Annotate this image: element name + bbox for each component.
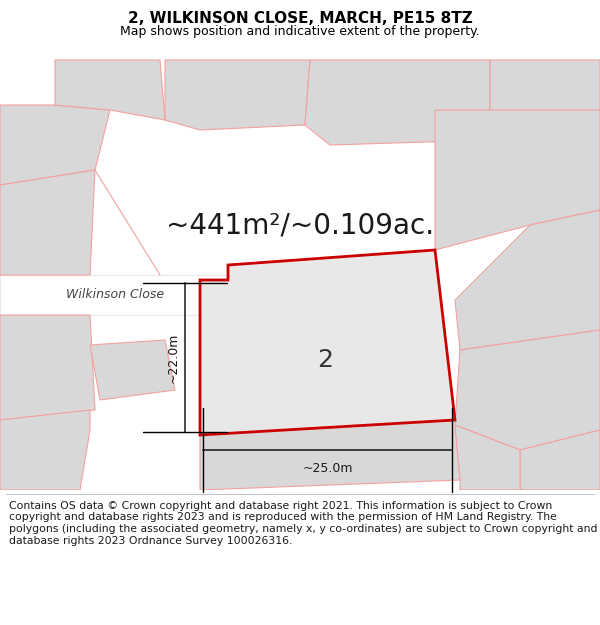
Polygon shape [435, 110, 600, 250]
Polygon shape [200, 250, 455, 435]
Polygon shape [455, 330, 600, 450]
Text: Map shows position and indicative extent of the property.: Map shows position and indicative extent… [120, 24, 480, 38]
Polygon shape [0, 105, 110, 185]
Text: ~441m²/~0.109ac.: ~441m²/~0.109ac. [166, 211, 434, 239]
Text: Contains OS data © Crown copyright and database right 2021. This information is : Contains OS data © Crown copyright and d… [9, 501, 598, 546]
Polygon shape [520, 430, 600, 490]
Text: Wilkinson Close: Wilkinson Close [66, 289, 164, 301]
Polygon shape [0, 410, 90, 490]
Polygon shape [0, 275, 270, 315]
Text: 2, WILKINSON CLOSE, MARCH, PE15 8TZ: 2, WILKINSON CLOSE, MARCH, PE15 8TZ [128, 11, 472, 26]
Polygon shape [165, 60, 310, 130]
Polygon shape [55, 60, 165, 120]
Text: 2: 2 [317, 348, 333, 372]
Polygon shape [455, 425, 520, 490]
Polygon shape [0, 315, 95, 420]
Text: ~22.0m: ~22.0m [167, 332, 180, 382]
Polygon shape [200, 420, 460, 490]
Polygon shape [0, 170, 95, 275]
Polygon shape [90, 340, 175, 400]
Polygon shape [490, 60, 600, 140]
Polygon shape [305, 60, 490, 145]
Text: ~25.0m: ~25.0m [302, 462, 353, 475]
Polygon shape [455, 210, 600, 350]
